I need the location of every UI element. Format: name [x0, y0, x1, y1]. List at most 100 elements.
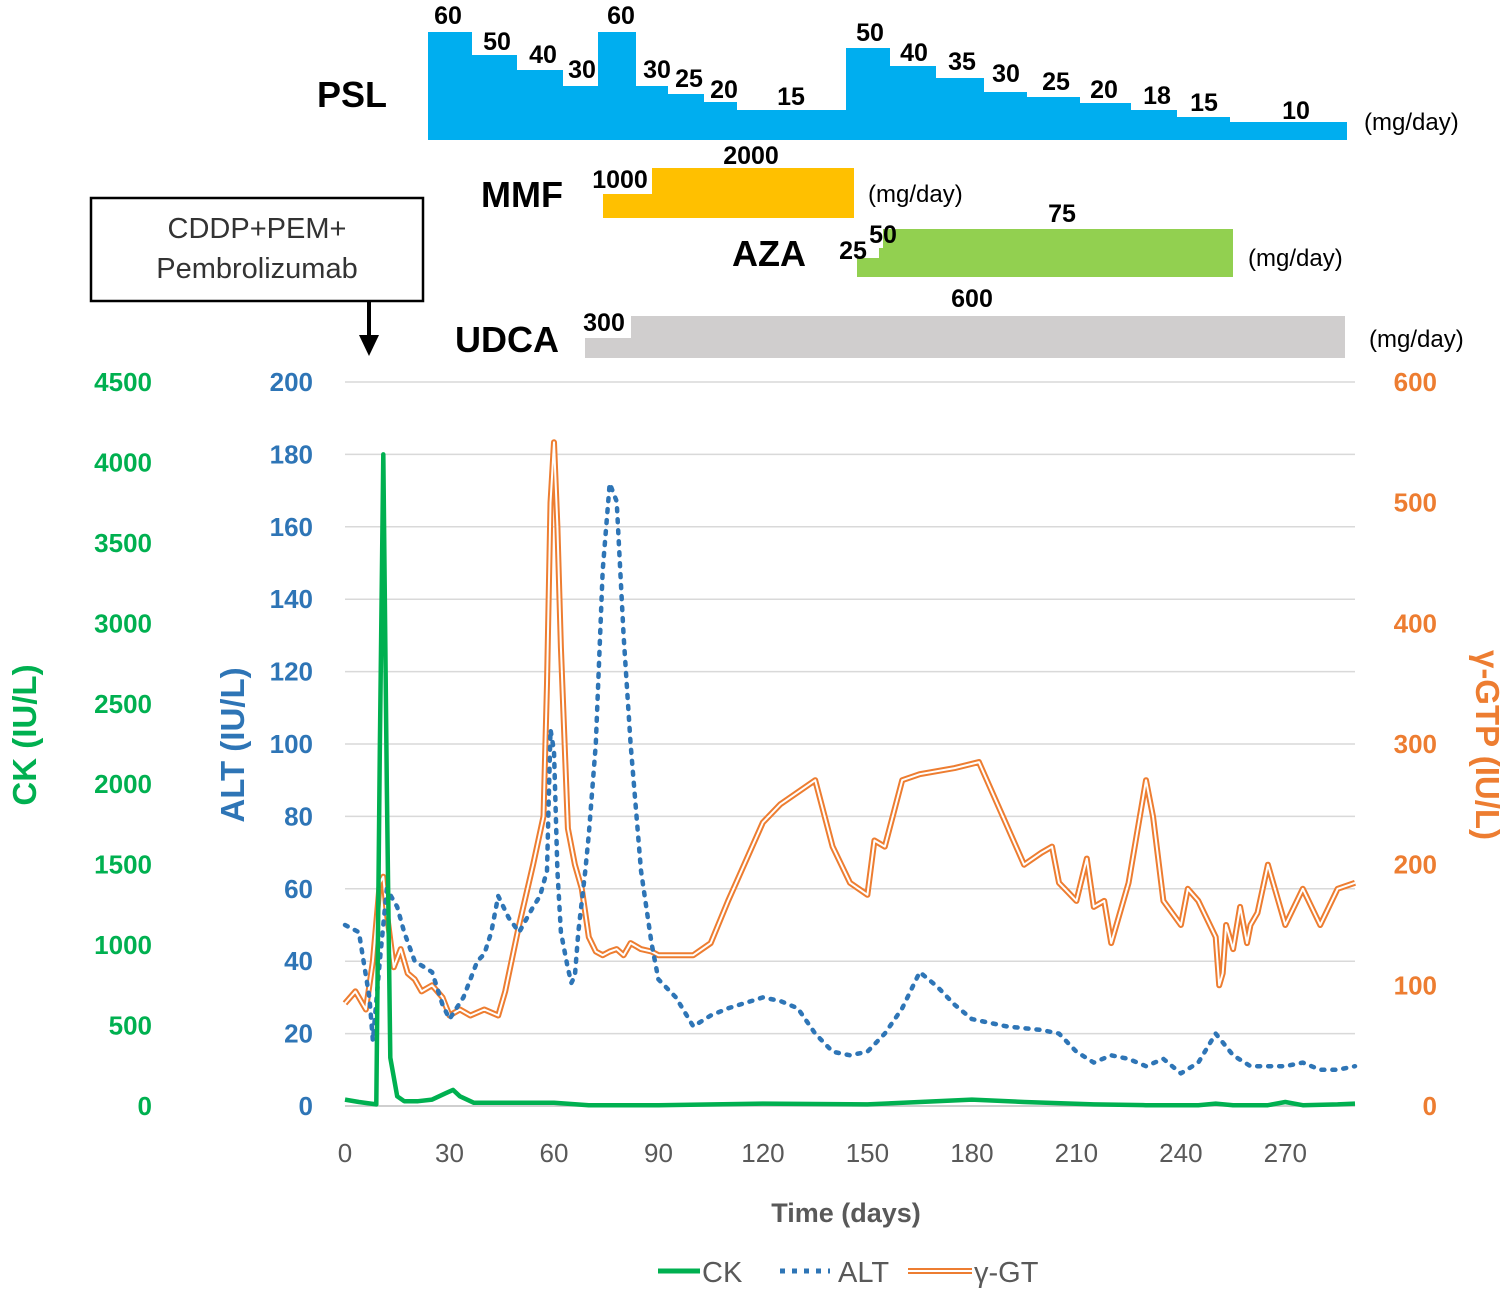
- psl-dose-label: 60: [607, 2, 635, 30]
- legend-ck-label: CK: [702, 1257, 743, 1289]
- psl-dose-label: 35: [948, 48, 976, 76]
- ggt-tick-label: 600: [1394, 367, 1437, 397]
- x-tick-label: 120: [741, 1138, 784, 1168]
- udca-dose-bar: [585, 338, 631, 358]
- ck-tick-label: 4000: [94, 447, 152, 477]
- ck-axis-title: CK (IU/L): [6, 664, 43, 805]
- alt-axis-title: ALT (IU/L): [214, 667, 251, 822]
- x-tick-label: 210: [1055, 1138, 1098, 1168]
- ck-tick-label: 2500: [94, 689, 152, 719]
- udca-dose-bar: [631, 316, 1345, 358]
- mmf-dose-label: 2000: [723, 142, 779, 170]
- psl-dose-label: 15: [1190, 89, 1218, 117]
- psl-dose-bar: [472, 55, 517, 140]
- ggt-series-line: [342, 439, 1356, 1019]
- psl-dose-bar: [517, 70, 563, 140]
- ck-tick-label: 1000: [94, 930, 152, 960]
- udca-drug-name: UDCA: [455, 319, 559, 360]
- ck-tick-label: 3000: [94, 608, 152, 638]
- psl-dose-label: 10: [1282, 97, 1310, 125]
- psl-dose-bar: [890, 66, 936, 140]
- alt-tick-label: 0: [299, 1091, 313, 1121]
- alt-series-line: [342, 481, 1358, 1076]
- psl-dose-bar: [984, 92, 1027, 140]
- ggt-tick-label: 200: [1394, 850, 1437, 880]
- ck-tick-label: 4500: [94, 367, 152, 397]
- drug-dosing-timeline: PSL MMF AZA UDCA (mg/day) (mg/day) (mg/d…: [317, 2, 1464, 360]
- ggt-tick-label: 500: [1394, 488, 1437, 518]
- udca-unit-label: (mg/day): [1369, 326, 1464, 353]
- x-tick-label: 90: [644, 1138, 673, 1168]
- ggt-tick-label: 0: [1423, 1091, 1437, 1121]
- psl-dose-label: 50: [856, 19, 884, 47]
- annotation-line-1: CDDP+PEM+: [168, 213, 347, 245]
- legend: CK ALT γ-GT: [658, 1257, 1039, 1289]
- aza-dose-bar: [857, 258, 879, 277]
- ggt-tick-label: 300: [1394, 729, 1437, 759]
- annotation-arrow-head: [359, 335, 379, 356]
- alt-tick-label: 60: [284, 874, 313, 904]
- ggt-tick-label: 100: [1394, 970, 1437, 1000]
- x-tick-label: 0: [338, 1138, 352, 1168]
- aza-dose-bar: [883, 229, 1233, 277]
- psl-dose-label: 15: [777, 83, 805, 111]
- ck-tick-label: 0: [138, 1091, 152, 1121]
- psl-dose-label: 20: [710, 76, 738, 104]
- psl-dose-label: 20: [1090, 76, 1118, 104]
- psl-dose-label: 30: [992, 60, 1020, 88]
- mmf-dose-label: 1000: [592, 166, 648, 194]
- psl-dose-bar: [1131, 110, 1177, 140]
- psl-dose-bar: [668, 94, 704, 140]
- psl-dose-bar: [428, 32, 472, 140]
- aza-dose-label: 50: [869, 221, 897, 249]
- mmf-dose-bar: [652, 168, 854, 218]
- psl-unit-label: (mg/day): [1364, 109, 1459, 136]
- psl-dose-label: 18: [1143, 82, 1171, 110]
- ck-series-line: [344, 452, 1356, 1108]
- psl-dose-label: 30: [568, 56, 596, 84]
- alt-tick-label: 160: [270, 512, 313, 542]
- psl-dose-bar: [1027, 97, 1080, 140]
- psl-dose-bar: [1177, 117, 1230, 140]
- ck-tick-label: 2000: [94, 769, 152, 799]
- ck-tick-label: 500: [109, 1011, 152, 1041]
- annotation-box: [89, 196, 425, 303]
- mmf-drug-name: MMF: [481, 174, 563, 215]
- x-axis-title: Time (days): [771, 1198, 921, 1228]
- x-tick-label: 150: [846, 1138, 889, 1168]
- alt-tick-label: 200: [270, 367, 313, 397]
- aza-dose-bar: [879, 248, 883, 277]
- aza-drug-name: AZA: [732, 233, 806, 274]
- x-tick-label: 240: [1159, 1138, 1202, 1168]
- psl-dose-bar: [1080, 103, 1131, 140]
- psl-dose-bar: [598, 32, 636, 140]
- alt-tick-label: 140: [270, 584, 313, 614]
- alt-tick-label: 180: [270, 439, 313, 469]
- alt-tick-label: 120: [270, 657, 313, 687]
- plot-axes: CK (IU/L) ALT (IU/L) γ-GTP (IU/L) Time (…: [6, 367, 1503, 1228]
- psl-dose-label: 40: [529, 41, 557, 69]
- psl-dose-label: 25: [675, 65, 703, 93]
- psl-dose-label: 50: [483, 28, 511, 56]
- psl-dose-label: 30: [643, 56, 671, 84]
- udca-dose-label: 600: [951, 285, 993, 313]
- x-tick-label: 270: [1264, 1138, 1307, 1168]
- psl-dose-bar: [936, 78, 984, 140]
- psl-drug-name: PSL: [317, 74, 387, 115]
- ck-tick-label: 1500: [94, 850, 152, 880]
- alt-tick-label: 20: [284, 1019, 313, 1049]
- mmf-dose-bar: [603, 194, 652, 218]
- legend-alt-label: ALT: [838, 1257, 889, 1289]
- ck-tick-label: 3500: [94, 528, 152, 558]
- alt-tick-label: 100: [270, 729, 313, 759]
- x-tick-label: 30: [435, 1138, 464, 1168]
- psl-dose-bar: [563, 86, 598, 140]
- psl-dose-bar: [846, 48, 890, 140]
- alt-tick-label: 80: [284, 801, 313, 831]
- treatment-annotation: CDDP+PEM+ Pembrolizumab: [89, 196, 425, 356]
- x-tick-label: 60: [540, 1138, 569, 1168]
- legend-ggt-label: γ-GT: [974, 1257, 1039, 1289]
- ggt-series-line-inner: [344, 441, 1356, 1017]
- plot-grid: [345, 381, 1355, 1107]
